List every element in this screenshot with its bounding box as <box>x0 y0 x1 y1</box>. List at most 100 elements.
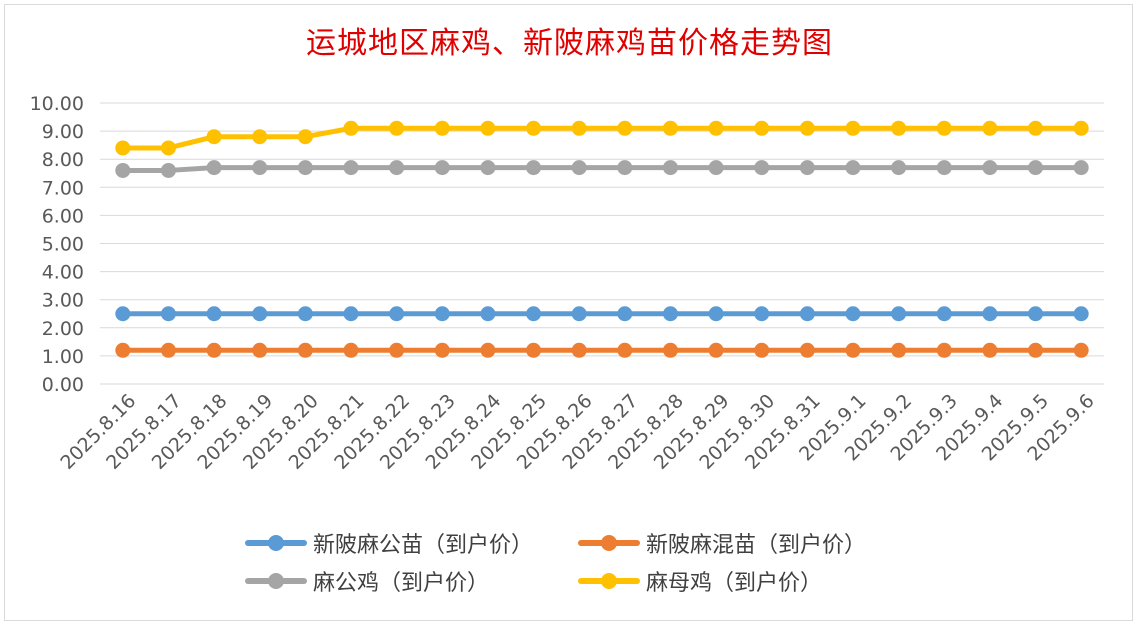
series-0-point-18 <box>936 306 952 322</box>
y-tick-label-4: 4.00 <box>42 262 84 284</box>
series-3-point-8 <box>480 120 496 136</box>
series-0-point-3 <box>252 306 268 322</box>
series-3-point-15 <box>799 120 815 136</box>
legend-item-1: 新陂麻混苗（到户价） <box>578 527 866 559</box>
series-1-point-12 <box>662 342 678 358</box>
legend-item-3: 麻母鸡（到户价） <box>578 565 822 597</box>
series-0-point-11 <box>617 306 633 322</box>
series-2-point-13 <box>708 160 724 176</box>
series-0-point-7 <box>434 306 450 322</box>
series-1-point-7 <box>434 342 450 358</box>
y-tick-label-9: 9.00 <box>42 121 84 143</box>
y-tick-label-10: 10.00 <box>30 93 84 115</box>
legend-item-2: 麻公鸡（到户价） <box>245 565 489 597</box>
series-1-point-21 <box>1073 342 1089 358</box>
series-3-point-5 <box>343 120 359 136</box>
series-2-point-18 <box>936 160 952 176</box>
series-2-point-14 <box>754 160 770 176</box>
y-tick-label-0: 0.00 <box>42 374 84 396</box>
series-2-point-11 <box>617 160 633 176</box>
legend-label-3: 麻母鸡（到户价） <box>646 571 823 596</box>
series-1-point-15 <box>799 342 815 358</box>
series-2-point-10 <box>571 160 587 176</box>
series-0-point-12 <box>662 306 678 322</box>
series-0-point-15 <box>799 306 815 322</box>
series-2-point-20 <box>1028 160 1044 176</box>
legend-swatch-3 <box>578 569 640 593</box>
series-3-point-21 <box>1073 120 1089 136</box>
series-3-point-4 <box>297 129 313 145</box>
series-0-point-0 <box>115 306 131 322</box>
legend-swatch-1 <box>578 531 640 555</box>
series-0-point-2 <box>206 306 222 322</box>
series-0-point-8 <box>480 306 496 322</box>
series-3-point-14 <box>754 120 770 136</box>
series-2-point-17 <box>891 160 907 176</box>
series-3-point-0 <box>115 140 131 156</box>
series-2-point-12 <box>662 160 678 176</box>
series-1-point-20 <box>1028 342 1044 358</box>
series-1-point-3 <box>252 342 268 358</box>
series-1-point-16 <box>845 342 861 358</box>
series-3-point-20 <box>1028 120 1044 136</box>
series-3-point-2 <box>206 129 222 145</box>
series-2-point-19 <box>982 160 998 176</box>
series-0-point-6 <box>389 306 405 322</box>
series-3-point-16 <box>845 120 861 136</box>
series-2-point-9 <box>526 160 542 176</box>
legend-item-0: 新陂麻公苗（到户价） <box>245 527 533 559</box>
series-1-point-2 <box>206 342 222 358</box>
legend-label-0: 新陂麻公苗（到户价） <box>313 533 534 558</box>
series-3-point-10 <box>571 120 587 136</box>
series-0-point-1 <box>160 306 176 322</box>
series-0-point-14 <box>754 306 770 322</box>
series-1-point-19 <box>982 342 998 358</box>
y-tick-label-3: 3.00 <box>42 290 84 312</box>
series-1-point-5 <box>343 342 359 358</box>
series-1-point-1 <box>160 342 176 358</box>
legend-swatch-2 <box>245 569 307 593</box>
series-1-point-11 <box>617 342 633 358</box>
chart-title: 运城地区麻鸡、新陂麻鸡苗价格走势图 <box>306 26 833 61</box>
series-3-point-9 <box>526 120 542 136</box>
legend-label-2: 麻公鸡（到户价） <box>313 571 490 596</box>
series-3-point-11 <box>617 120 633 136</box>
series-2-point-0 <box>115 162 131 178</box>
series-2-point-7 <box>434 160 450 176</box>
legend-swatch-0 <box>245 531 307 555</box>
series-1-point-10 <box>571 342 587 358</box>
series-1-point-17 <box>891 342 907 358</box>
series-1-point-13 <box>708 342 724 358</box>
series-2-point-1 <box>160 162 176 178</box>
series-3-point-18 <box>936 120 952 136</box>
series-line-2 <box>120 165 1084 173</box>
series-3-point-13 <box>708 120 724 136</box>
y-tick-label-5: 5.00 <box>42 234 84 256</box>
series-0-point-5 <box>343 306 359 322</box>
series-2-point-21 <box>1073 160 1089 176</box>
series-0-point-10 <box>571 306 587 322</box>
series-1-point-14 <box>754 342 770 358</box>
series-0-point-4 <box>297 306 313 322</box>
series-0-point-9 <box>526 306 542 322</box>
series-1-point-9 <box>526 342 542 358</box>
series-0-point-17 <box>891 306 907 322</box>
series-line-3 <box>120 125 1084 151</box>
series-2-point-16 <box>845 160 861 176</box>
series-1-point-4 <box>297 342 313 358</box>
legend-label-1: 新陂麻混苗（到户价） <box>646 533 867 558</box>
series-2-point-2 <box>206 160 222 176</box>
series-0-point-20 <box>1028 306 1044 322</box>
series-3-point-12 <box>662 120 678 136</box>
series-3-point-3 <box>252 129 268 145</box>
series-3-point-17 <box>891 120 907 136</box>
series-0-point-13 <box>708 306 724 322</box>
series-2-point-3 <box>252 160 268 176</box>
series-0-point-16 <box>845 306 861 322</box>
series-3-point-1 <box>160 140 176 156</box>
series-1-point-18 <box>936 342 952 358</box>
series-1-point-0 <box>115 342 131 358</box>
series-1-point-8 <box>480 342 496 358</box>
series-3-point-6 <box>389 120 405 136</box>
